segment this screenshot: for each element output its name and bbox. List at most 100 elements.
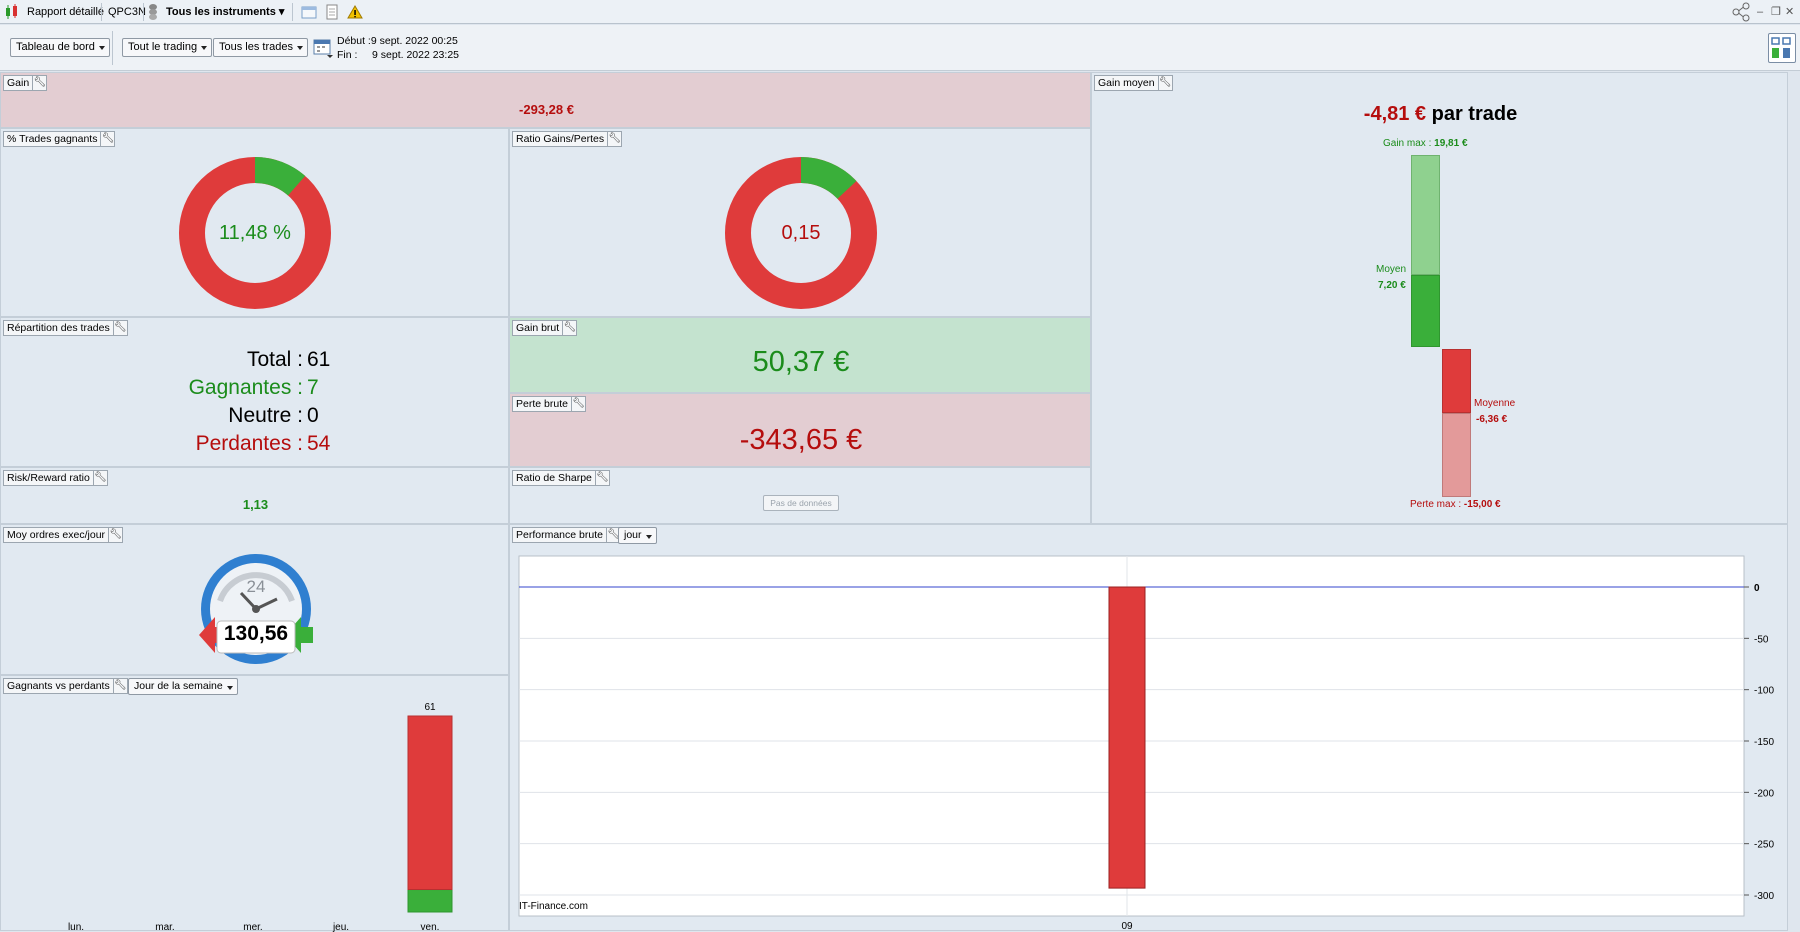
avg-gain-panel: Gain moyen 🔧︎ -4,81 € par trade Gain max … xyxy=(1091,72,1788,524)
wrench-icon[interactable]: 🔧︎ xyxy=(605,528,620,542)
avg-value: 7,20 € xyxy=(1378,280,1406,291)
wrench-icon[interactable]: 🔧︎ xyxy=(108,528,122,542)
watermark: IT-Finance.com xyxy=(519,901,588,912)
avg-label: Moyen xyxy=(1376,264,1407,275)
performance-panel: Performance brute 🔧︎ jour 0 -50 -100 -150 -20… xyxy=(509,524,1788,932)
x-tick-label: ven. xyxy=(421,922,440,932)
wrench-icon[interactable]: 🔧︎ xyxy=(32,76,47,90)
max-gain-value: 19,81 € xyxy=(1434,138,1468,149)
max-loss-label: Perte max : xyxy=(1410,499,1462,510)
neutral-label: Neutre : xyxy=(228,404,303,427)
wrench-icon[interactable]: 🔧︎ xyxy=(1157,76,1172,90)
window-icon[interactable] xyxy=(300,0,318,24)
warning-icon[interactable] xyxy=(347,0,363,24)
gross-loss-panel: Perte brute 🔧︎ -343,65 € xyxy=(509,393,1091,467)
coins-icon xyxy=(147,0,159,24)
ratio-value: 0,15 xyxy=(781,222,821,244)
risk-reward-panel: Risk/Reward ratio 🔧︎ 1,13 xyxy=(0,467,509,524)
dashboard-dropdown[interactable]: Tableau de bord xyxy=(10,38,110,57)
no-data-button[interactable]: Pas de données xyxy=(763,495,839,511)
gross-gain-panel: Gain brut 🔧︎ 50,37 € xyxy=(509,317,1091,393)
x-tick-label: jeu. xyxy=(332,922,349,932)
x-tick-label: mer. xyxy=(243,922,262,932)
share-icon[interactable] xyxy=(1731,0,1751,24)
avg-loss-value: -6,36 € xyxy=(1476,414,1508,425)
gross-loss-title[interactable]: Perte brute 🔧︎ xyxy=(512,396,586,412)
trades-dropdown[interactable]: Tous les trades xyxy=(213,38,308,57)
close-icon[interactable]: ✕ xyxy=(1785,6,1795,18)
orders-title[interactable]: Moy ordres exec/jour 🔧︎ xyxy=(3,527,124,543)
wrench-icon[interactable]: 🔧︎ xyxy=(570,397,585,411)
wrench-icon[interactable]: 🔧︎ xyxy=(112,679,127,693)
performance-period-dropdown[interactable]: jour xyxy=(618,527,657,544)
loss-label: Perdantes : xyxy=(195,432,303,455)
dashboard-layout-icon[interactable] xyxy=(1768,33,1796,63)
win-value: 7 xyxy=(307,376,319,399)
calendar-icon[interactable] xyxy=(313,37,333,59)
trading-dropdown[interactable]: Tout le trading xyxy=(122,38,213,57)
ratio-title[interactable]: Ratio Gains/Pertes 🔧︎ xyxy=(512,131,623,147)
instruments-dropdown[interactable]: Tous les instruments ▾ xyxy=(166,6,285,18)
start-date: Début :9 sept. 2022 00:25 xyxy=(337,35,458,47)
winners-losers-title[interactable]: Gagnants vs perdants 🔧︎ xyxy=(3,678,128,694)
clock-gauge-icon: 24 xyxy=(199,554,313,664)
distribution-title[interactable]: Répartition des trades 🔧︎ xyxy=(3,320,128,336)
donut-win-slice xyxy=(255,157,306,196)
sharpe-panel: Ratio de Sharpe 🔧︎ Pas de données xyxy=(509,467,1091,524)
orders-value: 130,56 xyxy=(223,622,289,645)
wrench-icon[interactable]: 🔧︎ xyxy=(607,132,621,146)
win-label: Gagnantes : xyxy=(188,376,303,399)
bar-total-label: 61 xyxy=(424,702,436,713)
performance-title[interactable]: Performance brute 🔧︎ xyxy=(512,527,621,543)
wrench-icon[interactable]: 🔧︎ xyxy=(594,471,609,485)
winning-pct-value: 11,48 % xyxy=(219,222,291,244)
donut-win-slice xyxy=(801,157,857,199)
title-bar: Rapport détaillé QPC3N Tous les instrume… xyxy=(0,0,1800,24)
report-tab[interactable]: Rapport détaillé xyxy=(27,6,105,18)
distribution-panel: Répartition des trades 🔧︎ Total :61 Gagna… xyxy=(0,317,509,467)
sharpe-title[interactable]: Ratio de Sharpe 🔧︎ xyxy=(512,470,610,486)
gross-loss-value: -343,65 € xyxy=(739,424,863,456)
avg-gain-suffix: par trade xyxy=(1431,103,1518,125)
dial-label: 24 xyxy=(247,577,266,596)
wrench-icon[interactable]: 🔧︎ xyxy=(112,321,127,335)
bar-losers xyxy=(407,715,453,891)
max-loss-bar xyxy=(1442,413,1471,497)
y-tick-label: -50 xyxy=(1754,634,1769,645)
x-tick-label: mar. xyxy=(155,922,174,932)
gross-gain-title[interactable]: Gain brut 🔧︎ xyxy=(512,320,578,336)
avg-gain-title[interactable]: Gain moyen 🔧︎ xyxy=(1094,75,1173,91)
account-label[interactable]: QPC3N xyxy=(108,6,146,18)
wrench-icon[interactable]: 🔧︎ xyxy=(100,132,115,146)
winning-trades-title[interactable]: % Trades gagnants 🔧︎ xyxy=(3,131,116,147)
winners-losers-panel: Gagnants vs perdants 🔧︎ Jour de la semain… xyxy=(0,675,509,932)
toolbar: Tableau de bord Tout le trading Tous les… xyxy=(0,25,1800,71)
y-tick-label: -150 xyxy=(1754,737,1774,748)
ratio-donut xyxy=(725,157,877,309)
performance-chart: 0 -50 -100 -150 -200 -250 -300 09 xyxy=(518,555,1774,932)
winners-losers-chart: lun. mar. mer. jeu. ven. 61 xyxy=(68,702,453,932)
risk-reward-title[interactable]: Risk/Reward ratio 🔧︎ xyxy=(3,470,108,486)
ratio-panel: Ratio Gains/Pertes 🔧︎ 0,15 xyxy=(509,128,1091,317)
wrench-icon[interactable]: 🔧︎ xyxy=(562,321,577,335)
winning-trades-panel: % Trades gagnants 🔧︎ 11,48 % xyxy=(0,128,509,317)
neutral-value: 0 xyxy=(307,404,319,427)
avg-loss-bar xyxy=(1442,349,1471,413)
avg-gain-bar xyxy=(1411,275,1440,347)
max-loss-value: -15,00 € xyxy=(1463,499,1501,510)
gain-title[interactable]: Gain 🔧︎ xyxy=(3,75,48,91)
wrench-icon[interactable]: 🔧︎ xyxy=(92,471,107,485)
minimize-icon[interactable]: – xyxy=(1757,6,1764,18)
y-tick-label: 0 xyxy=(1754,583,1760,594)
max-gain-bar xyxy=(1411,155,1440,275)
winning-donut xyxy=(179,157,331,309)
max-gain-label: Gain max : xyxy=(1383,138,1432,149)
performance-bar xyxy=(1108,586,1146,889)
y-tick-label: -200 xyxy=(1754,788,1774,799)
restore-icon[interactable]: ❐ xyxy=(1771,6,1781,18)
document-icon[interactable] xyxy=(324,0,340,24)
end-date: Fin : 9 sept. 2022 23:25 xyxy=(337,49,459,61)
x-tick-label: 09 xyxy=(1121,921,1133,932)
period-dropdown[interactable]: Jour de la semaine xyxy=(128,678,238,695)
bar-winners xyxy=(407,889,453,913)
